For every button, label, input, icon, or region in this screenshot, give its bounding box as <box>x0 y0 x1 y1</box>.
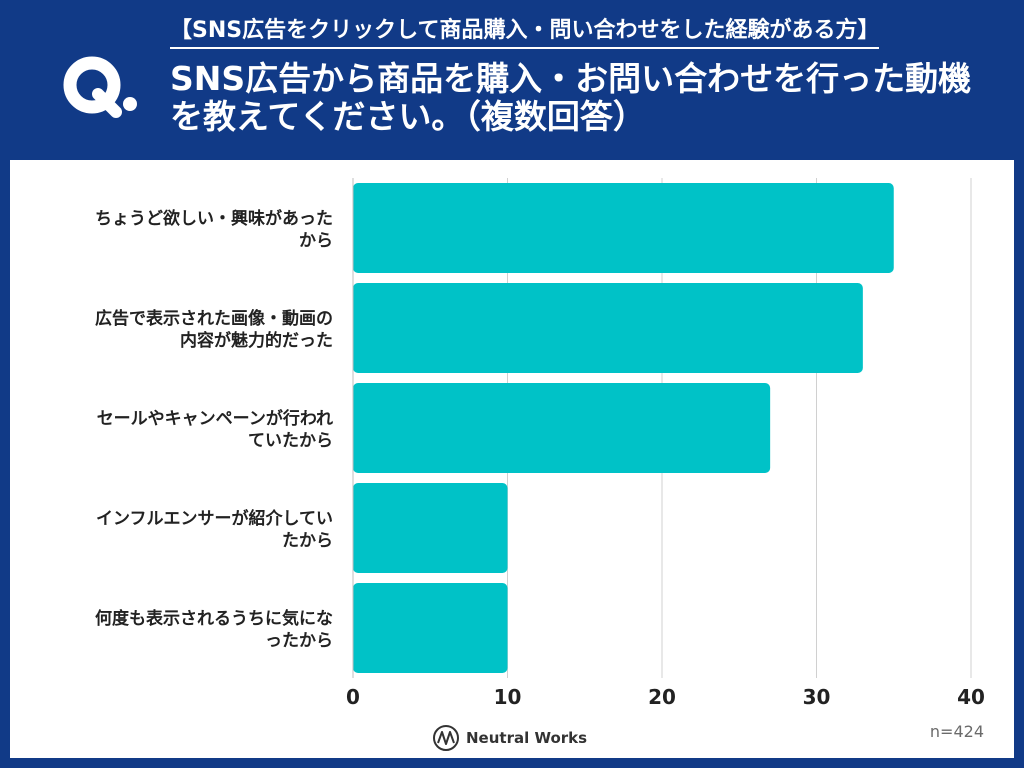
sample-size-note: n=424 <box>929 722 984 741</box>
bar <box>353 183 894 273</box>
bar <box>353 383 771 473</box>
category-label: セールやキャンペーンが行われていたから <box>97 408 333 451</box>
header: 【SNS広告をクリックして商品購入・問い合わせをした経験がある方】 SNS広告か… <box>0 0 1024 160</box>
category-label-line: 広告で表示された画像・動画の <box>95 308 333 329</box>
question-subtitle: 【SNS広告をクリックして商品購入・問い合わせをした経験がある方】 <box>170 16 880 49</box>
bar <box>353 483 508 573</box>
bar-chart: ちょうど欲しい・興味があったから広告で表示された画像・動画の内容が魅力的だったセ… <box>95 178 985 709</box>
category-label-line: たから <box>282 531 333 551</box>
q-icon <box>63 56 137 118</box>
category-label: 広告で表示された画像・動画の内容が魅力的だった <box>95 308 333 351</box>
category-label: ちょうど欲しい・興味があったから <box>95 208 333 251</box>
x-tick-label: 30 <box>803 685 831 709</box>
category-label-line: ったから <box>265 631 333 651</box>
neutral-works-logo-icon <box>433 725 459 751</box>
brand-name: Neutral Works <box>466 729 588 747</box>
x-tick-label: 10 <box>494 685 522 709</box>
category-label-line: 内容が魅力的だった <box>180 330 333 351</box>
category-label-line: セールやキャンペーンが行われ <box>97 408 333 429</box>
x-tick-label: 40 <box>957 685 985 709</box>
category-label-line: から <box>299 231 333 251</box>
category-label-line: ていたから <box>248 431 333 451</box>
category-label-line: 何度も表示されるうちに気にな <box>95 608 333 629</box>
chart-panel: ちょうど欲しい・興味があったから 広告で表示された画像・動画の内容が魅力的だったセ… <box>10 160 1014 758</box>
category-label: 何度も表示されるうちに気になったから <box>95 608 333 651</box>
x-tick-label: 20 <box>648 685 676 709</box>
bar <box>353 583 508 673</box>
category-label-line: ちょうど欲しい・興味があった <box>95 208 333 229</box>
bar <box>353 283 863 373</box>
x-tick-label: 0 <box>346 685 360 709</box>
question-title: SNS広告から商品を購入・お問い合わせを行った動機を教えてください。（複数回答） <box>170 59 972 136</box>
category-label: インフルエンサーが紹介していたから <box>96 508 333 551</box>
brand-logo: Neutral Works <box>432 722 587 754</box>
category-label-line: インフルエンサーが紹介してい <box>96 508 333 529</box>
